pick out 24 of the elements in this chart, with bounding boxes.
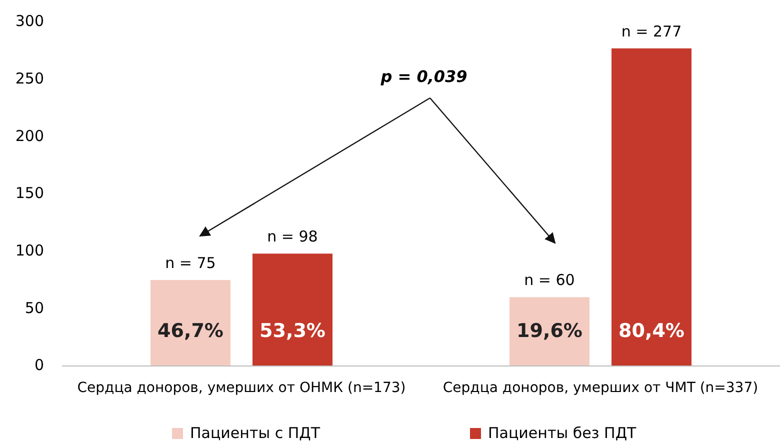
data-label: n = 60 xyxy=(524,271,575,290)
bar xyxy=(252,254,332,366)
y-tick-label: 50 xyxy=(24,298,44,317)
annotation: p = 0,039 xyxy=(380,67,468,86)
data-label: n = 277 xyxy=(621,22,682,40)
y-tick-label: 150 xyxy=(15,184,44,202)
bar xyxy=(510,297,590,366)
x-tick-label: Сердца доноров, умерших от ОНМК (n=173) xyxy=(77,380,406,396)
y-tick-label: 300 xyxy=(15,12,44,30)
annotation: 80,4% xyxy=(618,320,684,342)
legend-label: Пациенты без ПДТ xyxy=(488,424,638,442)
legend-label: Пациенты с ПДТ xyxy=(190,424,321,442)
bar xyxy=(150,280,230,366)
annotation: 53,3% xyxy=(260,320,326,342)
annotation: 46,7% xyxy=(158,320,224,342)
bar xyxy=(612,48,692,366)
y-tick-label: 250 xyxy=(15,69,44,88)
data-label: n = 75 xyxy=(165,254,216,272)
data-label: n = 98 xyxy=(267,228,318,246)
y-tick-label: 200 xyxy=(15,126,44,145)
y-tick-label: 0 xyxy=(34,356,44,374)
x-tick-label: Сердца доноров, умерших от ЧМТ (n=337) xyxy=(442,380,758,396)
annotation: 19,6% xyxy=(516,320,582,342)
y-tick-label: 100 xyxy=(15,241,44,260)
